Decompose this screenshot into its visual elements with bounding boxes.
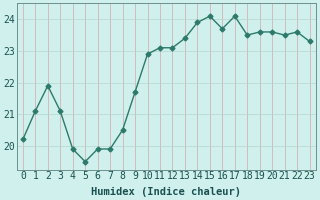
X-axis label: Humidex (Indice chaleur): Humidex (Indice chaleur)	[91, 186, 241, 197]
